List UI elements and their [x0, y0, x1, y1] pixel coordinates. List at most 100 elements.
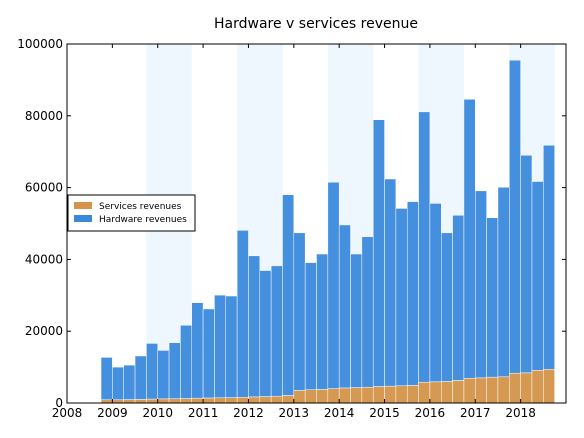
bar-services-39 — [543, 369, 555, 404]
y-tick-label-3: 60000 — [25, 181, 63, 195]
bar-hardware-1 — [112, 366, 124, 401]
bar-services-9 — [202, 397, 215, 404]
bar-hardware-27 — [406, 201, 419, 386]
x-tick-label-5: 2013 — [279, 406, 310, 420]
axis-ticks: 2008 2009 2010 2011 2012 2013 2014 2015 2016 2017… — [17, 37, 566, 420]
bar-hardware-12 — [236, 230, 249, 398]
bar-hardware-20 — [327, 181, 340, 389]
bar-services-20 — [327, 388, 340, 404]
bar-services-26 — [395, 385, 408, 404]
bar-hardware-25 — [384, 178, 397, 387]
bar-services-3 — [134, 399, 147, 404]
bar-services-33 — [475, 377, 487, 404]
bar-hardware-2 — [123, 364, 136, 400]
bar-hardware-31 — [452, 214, 465, 381]
x-tick-label-0: 2008 — [52, 406, 83, 420]
bar-services-23 — [361, 386, 374, 404]
bar-hardware-24 — [372, 119, 385, 387]
bar-services-24 — [372, 386, 385, 404]
bar-hardware-6 — [168, 342, 181, 399]
bar-services-17 — [293, 390, 306, 404]
legend-label-services: Services revenues — [99, 202, 182, 212]
bar-hardware-5 — [157, 350, 170, 400]
bar-hardware-23 — [361, 236, 374, 388]
y-tick-label-0: 0 — [55, 396, 63, 410]
bar-hardware-28 — [418, 111, 431, 383]
bar-hardware-18 — [304, 262, 317, 390]
bar-services-15 — [270, 395, 283, 404]
bar-services-8 — [191, 397, 204, 404]
bar-hardware-38 — [531, 181, 544, 371]
bar-hardware-10 — [214, 294, 227, 399]
bar-hardware-35 — [497, 186, 510, 378]
bar-hardware-19 — [316, 253, 329, 390]
y-tick-label-4: 80000 — [25, 109, 63, 123]
chart-title: Hardware v services revenue — [214, 16, 418, 32]
bar-services-29 — [429, 381, 442, 404]
x-tick-label-6: 2014 — [324, 406, 355, 420]
bar-hardware-3 — [134, 355, 147, 400]
plot-frame — [66, 43, 567, 404]
bar-services-37 — [520, 372, 533, 404]
bar-hardware-30 — [441, 232, 453, 382]
bar-hardware-7 — [180, 325, 192, 399]
bar-services-5 — [157, 398, 170, 404]
bar-services-7 — [180, 398, 192, 404]
bar-services-38 — [531, 370, 544, 404]
bar-services-28 — [418, 381, 431, 404]
bar-services-19 — [316, 389, 329, 404]
bar-services-30 — [441, 381, 453, 404]
bar-hardware-8 — [191, 302, 204, 399]
y-tick-label-5: 100000 — [17, 37, 63, 51]
x-tick-label-10: 2018 — [505, 406, 536, 420]
bar-services-2 — [123, 399, 136, 404]
bar-services-14 — [259, 396, 272, 404]
bar-services-16 — [282, 395, 295, 404]
bar-hardware-34 — [486, 217, 499, 378]
bar-hardware-32 — [463, 99, 476, 379]
bar-hardware-13 — [248, 255, 261, 398]
bar-hardware-29 — [429, 203, 442, 383]
bar-services-11 — [225, 397, 238, 404]
bar-services-27 — [406, 385, 419, 404]
bars — [100, 59, 555, 404]
bar-hardware-16 — [282, 194, 295, 396]
legend-box — [67, 194, 196, 232]
bar-services-4 — [146, 398, 158, 404]
x-tick-label-1: 2009 — [97, 406, 128, 420]
bar-services-31 — [452, 380, 465, 404]
bar-hardware-39 — [543, 144, 555, 370]
bar-hardware-17 — [293, 232, 306, 391]
x-tick-label-4: 2012 — [233, 406, 264, 420]
bar-services-22 — [350, 387, 363, 404]
bar-hardware-14 — [259, 270, 272, 397]
plot-area: 2008 2009 2010 2011 2012 2013 2014 2015 2016 2017… — [17, 37, 567, 420]
bar-services-21 — [338, 387, 351, 404]
bar-hardware-15 — [270, 265, 283, 397]
bar-hardware-26 — [395, 208, 408, 387]
legend: Services revenues Hardware revenues — [67, 194, 196, 232]
bar-hardware-9 — [202, 308, 215, 399]
legend-swatch-services — [74, 202, 92, 209]
bar-hardware-21 — [338, 224, 351, 389]
bar-hardware-0 — [100, 357, 113, 401]
bar-services-12 — [236, 397, 249, 404]
legend-swatch-hardware — [74, 215, 92, 222]
bar-services-32 — [463, 377, 476, 404]
x-tick-label-8: 2016 — [415, 406, 446, 420]
bar-services-36 — [509, 372, 521, 404]
bar-services-13 — [248, 396, 261, 404]
bar-services-6 — [168, 398, 181, 404]
legend-label-hardware: Hardware revenues — [99, 215, 187, 225]
bar-hardware-36 — [509, 59, 521, 374]
bar-services-35 — [497, 376, 510, 404]
bar-hardware-4 — [146, 343, 158, 400]
x-tick-label-7: 2015 — [369, 406, 400, 420]
bar-hardware-37 — [520, 155, 533, 374]
bar-hardware-33 — [475, 190, 487, 379]
bar-hardware-11 — [225, 295, 238, 398]
y-tick-label-1: 20000 — [25, 324, 63, 338]
bar-hardware-22 — [350, 253, 363, 388]
bar-services-34 — [486, 376, 499, 404]
